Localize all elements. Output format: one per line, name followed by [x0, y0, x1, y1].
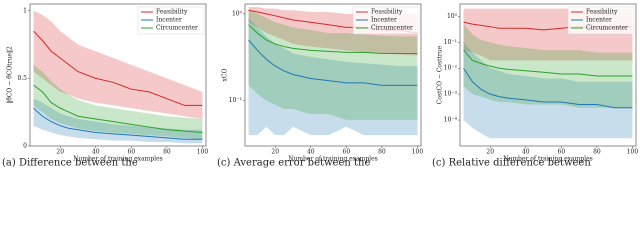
caption: (c) Average error between the — [217, 158, 370, 169]
x-tick-label: 80 — [378, 149, 386, 156]
y-axis-label: ‖θ̂CO − θ̂COtrue‖2 — [7, 46, 14, 104]
legend-label: Incenter — [156, 17, 182, 24]
band — [248, 10, 418, 120]
series-line — [248, 39, 418, 86]
x-tick-label: 40 — [522, 149, 530, 156]
x-tick-label: 100 — [627, 149, 639, 156]
y-tick-label: 0.5 — [17, 75, 27, 82]
band — [33, 10, 203, 119]
x-tick-label: 40 — [307, 149, 315, 156]
x-tick-label: 80 — [163, 149, 171, 156]
series-line — [33, 84, 203, 133]
y-tick-label: 10⁻¹ — [444, 39, 457, 46]
legend-label: Incenter — [371, 17, 397, 24]
legend-label: Feasibility — [156, 9, 188, 16]
legend-label: Circumcenter — [156, 25, 198, 32]
caption: (c) Relative difference between — [432, 158, 591, 169]
y-tick-label: 10⁻⁴ — [444, 117, 458, 124]
band — [463, 42, 633, 139]
series-line — [33, 30, 203, 106]
caption: (a) Difference between the — [2, 158, 138, 169]
series-line — [463, 49, 633, 77]
y-tick-label: 10⁻³ — [444, 91, 458, 98]
y-tick-label: 10⁰ — [447, 13, 458, 20]
y-tick-label: 10⁰ — [232, 10, 243, 17]
x-tick-label: 20 — [56, 149, 64, 156]
series-line — [248, 24, 418, 54]
x-tick-label: 20 — [486, 149, 494, 156]
legend-label: Incenter — [586, 17, 612, 24]
band — [248, 17, 418, 136]
legend-label: Circumcenter — [586, 25, 628, 32]
x-tick-label: 40 — [92, 149, 100, 156]
series-line — [463, 67, 633, 109]
y-tick-label: 0 — [23, 143, 27, 150]
y-tick-label: 10⁻² — [444, 65, 458, 72]
legend-label: Feasibility — [586, 9, 618, 16]
y-axis-label: xCO — [222, 68, 229, 81]
y-axis-label: CostCO − Costtrue — [437, 45, 444, 104]
band — [33, 98, 203, 144]
x-axis-label: Number of training examples — [503, 156, 592, 163]
x-tick-label: 60 — [558, 149, 566, 156]
x-axis-label: Number of training examples — [73, 156, 162, 163]
x-tick-label: 20 — [271, 149, 279, 156]
x-tick-label: 60 — [343, 149, 351, 156]
x-tick-label: 100 — [412, 149, 424, 156]
y-tick-label: 10⁻¹ — [229, 97, 242, 104]
y-tick-label: 1 — [23, 7, 27, 14]
legend-label: Circumcenter — [371, 25, 413, 32]
band — [33, 64, 203, 140]
x-tick-label: 60 — [128, 149, 136, 156]
band — [463, 24, 633, 108]
x-tick-label: 80 — [593, 149, 601, 156]
x-axis-label: Number of training examples — [288, 156, 377, 163]
legend-label: Feasibility — [371, 9, 403, 16]
series-line — [33, 107, 203, 140]
x-tick-label: 100 — [197, 149, 209, 156]
